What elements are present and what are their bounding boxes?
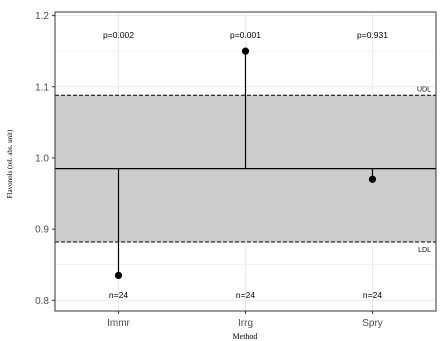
x-tick-label: Immr bbox=[107, 318, 130, 329]
n-count-label: n=24 bbox=[109, 290, 128, 300]
data-point bbox=[368, 175, 377, 183]
ldl-label: LDL bbox=[418, 247, 431, 254]
udl-label: UDL bbox=[417, 86, 431, 93]
y-tick-label: 1.1 bbox=[35, 82, 49, 93]
p-value-label: p=0.002 bbox=[103, 30, 134, 40]
p-value-label: p=0.001 bbox=[230, 30, 261, 40]
p-value-label: p=0.931 bbox=[357, 30, 388, 40]
y-tick-label: 1.2 bbox=[35, 11, 49, 22]
y-axis-title: Flavonols (rel. abs. unit) bbox=[6, 129, 14, 198]
data-point bbox=[114, 271, 123, 280]
x-axis-title: Method bbox=[233, 332, 258, 341]
n-count-label: n=24 bbox=[363, 290, 382, 300]
x-tick-label: Irrg bbox=[238, 318, 253, 329]
y-tick-label: 1.0 bbox=[35, 153, 49, 164]
y-tick-label: 0.9 bbox=[35, 225, 49, 236]
data-point bbox=[241, 47, 250, 55]
n-count-label: n=24 bbox=[236, 290, 255, 300]
x-tick-label: Spry bbox=[362, 318, 383, 329]
y-tick-label: 0.8 bbox=[35, 296, 49, 307]
